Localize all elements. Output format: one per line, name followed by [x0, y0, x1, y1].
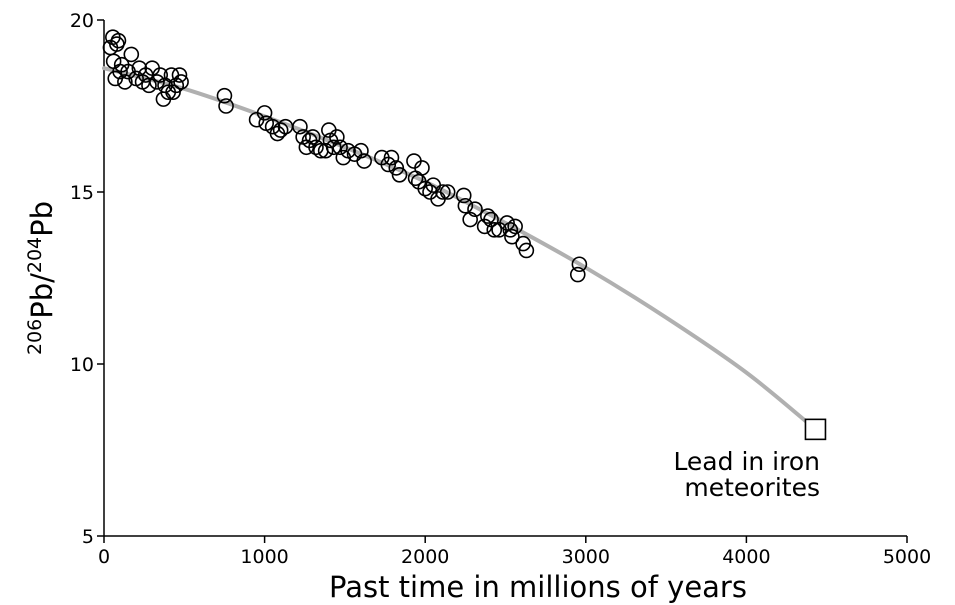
y-axis-title-sup2: 204 — [24, 237, 46, 273]
y-tick-label: 20 — [70, 10, 94, 32]
axes — [103, 20, 907, 537]
data-point — [486, 222, 503, 238]
data-point — [439, 184, 456, 200]
y-tick-label: 10 — [70, 354, 94, 376]
data-point — [391, 167, 408, 183]
data-point — [173, 74, 189, 90]
data-points — [102, 29, 588, 283]
data-point — [483, 211, 499, 228]
data-point — [171, 67, 188, 83]
data-point — [380, 156, 397, 173]
y-axis-title-mid: Pb/ — [25, 273, 59, 319]
data-point — [353, 142, 369, 159]
x-tick-label: 0 — [98, 546, 110, 568]
y-axis-title: 206Pb/204Pb — [24, 201, 59, 355]
data-point — [388, 160, 405, 176]
data-point — [317, 142, 334, 159]
data-point — [414, 160, 430, 176]
data-point — [455, 187, 472, 204]
x-tick-label: 4000 — [722, 546, 770, 568]
data-point — [325, 139, 342, 156]
data-point — [218, 98, 234, 114]
data-point — [292, 118, 308, 135]
data-point — [329, 129, 345, 145]
data-point — [141, 77, 157, 94]
data-point — [152, 67, 169, 83]
data-point — [569, 266, 586, 283]
data-point — [462, 211, 478, 228]
data-point — [110, 32, 127, 49]
data-point — [149, 74, 165, 90]
y-tick-label: 15 — [70, 182, 94, 204]
data-point — [518, 242, 535, 259]
x-axis-title: Past time in millions of years — [329, 570, 747, 604]
data-point — [417, 180, 434, 197]
data-point — [216, 87, 233, 104]
meteorite-square-marker — [804, 418, 827, 441]
data-point — [105, 53, 122, 70]
data-point — [515, 235, 531, 252]
data-point — [571, 256, 588, 273]
data-point — [272, 122, 289, 138]
data-point — [123, 46, 140, 63]
data-point — [117, 74, 133, 90]
trend-curve — [102, 66, 818, 432]
x-ticks: 0 1000 2000 3000 4000 5000 — [98, 536, 931, 568]
svg-text:206Pb/204Pb: 206Pb/204Pb — [24, 201, 59, 355]
data-point — [304, 129, 321, 145]
y-ticks: 5 10 15 20 — [70, 10, 104, 548]
y-axis-title-end: Pb — [25, 201, 59, 237]
data-point — [332, 139, 348, 156]
annotation-line-1: Lead in iron — [673, 447, 820, 476]
data-point — [457, 197, 474, 214]
x-tick-label: 2000 — [401, 546, 449, 568]
data-point — [435, 184, 451, 200]
x-tick-label: 5000 — [883, 546, 931, 568]
data-point — [499, 215, 515, 231]
data-point — [165, 84, 181, 101]
data-point — [480, 208, 496, 224]
data-point — [112, 63, 128, 80]
data-point — [168, 77, 185, 94]
data-point — [256, 105, 273, 121]
data-point — [507, 218, 523, 235]
data-point — [502, 222, 519, 238]
data-point — [308, 139, 324, 156]
data-point — [383, 149, 400, 166]
data-point — [356, 153, 372, 169]
x-tick-label: 1000 — [240, 546, 288, 568]
data-point — [467, 201, 483, 217]
y-axis-title-sup1: 206 — [24, 319, 46, 355]
y-tick-label: 5 — [82, 526, 94, 548]
annotation-line-2: meteorites — [684, 473, 820, 502]
meteorite-point-group — [804, 418, 827, 441]
x-tick-label: 3000 — [562, 546, 610, 568]
data-point — [504, 228, 520, 245]
